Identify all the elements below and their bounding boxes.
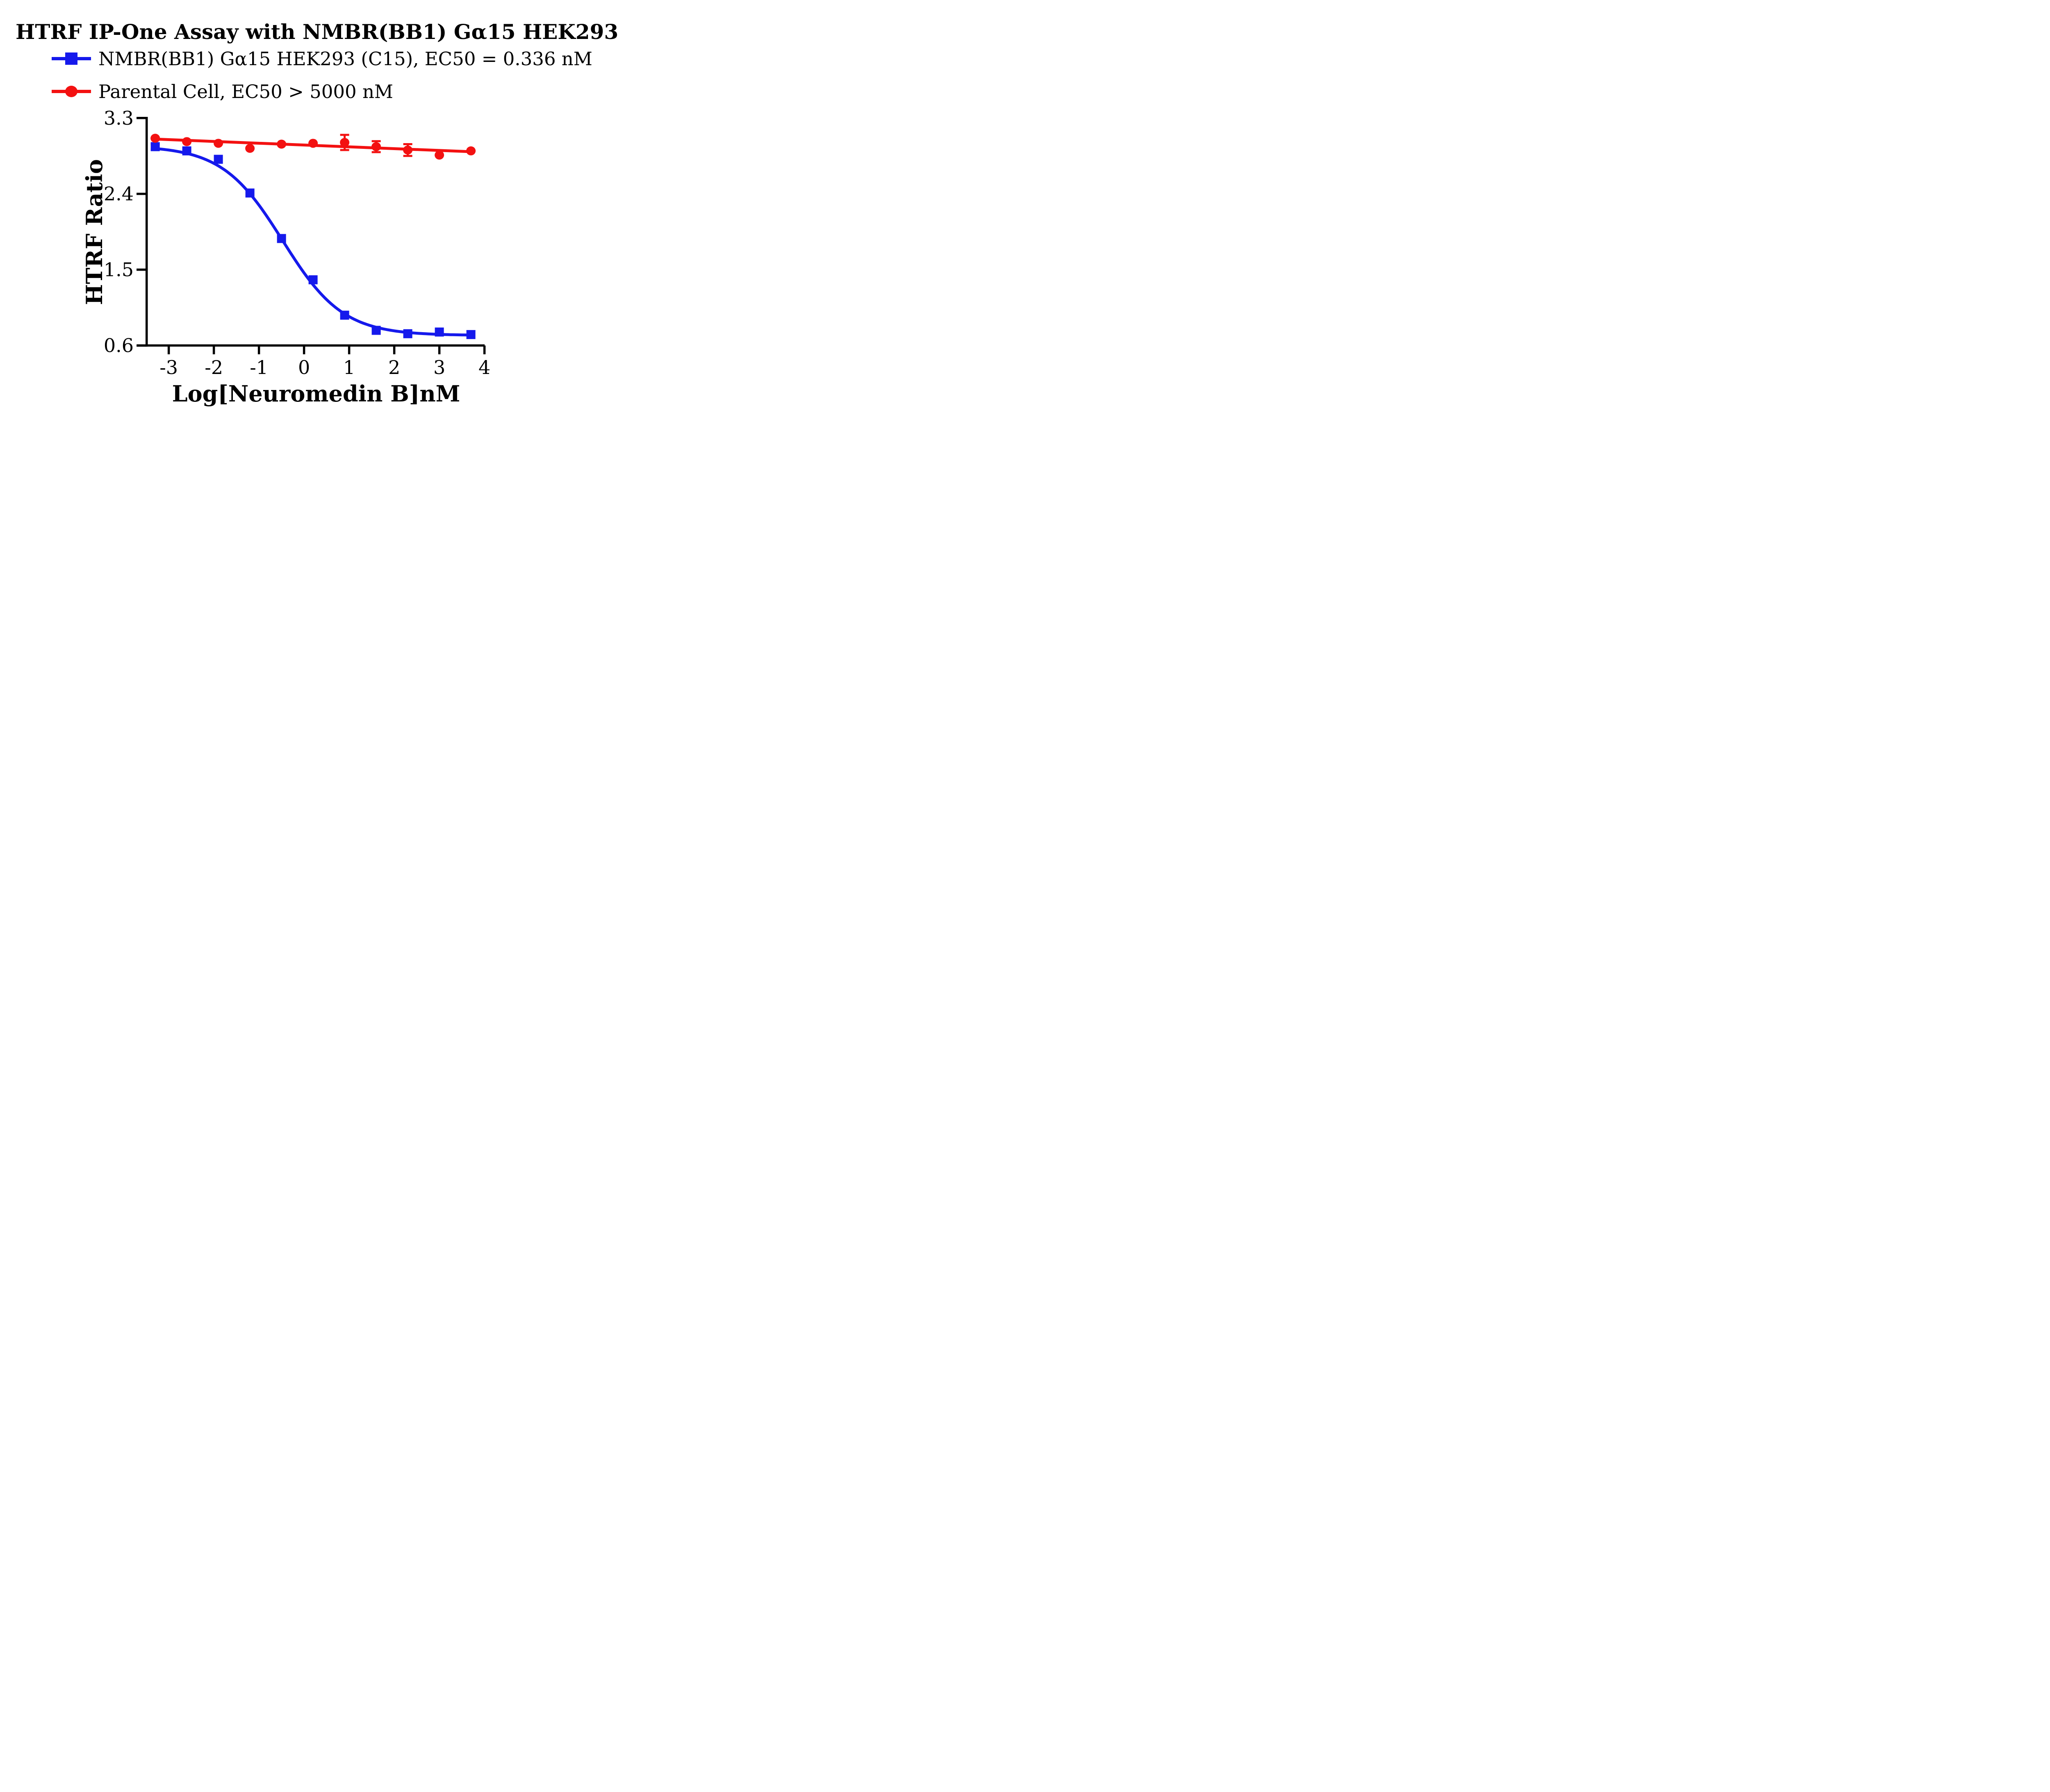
fit-curve-square: [154, 147, 473, 337]
x-axis-label: Log[Neuromedin B]nM: [172, 381, 460, 407]
data-point-circle: [150, 134, 160, 143]
data-point-circle: [435, 150, 444, 160]
data-point-square: [182, 146, 191, 155]
data-point-circle: [245, 144, 255, 153]
y-tick-label: 0.6: [104, 335, 134, 357]
x-tick-label: 1: [343, 356, 355, 378]
data-point-circle: [466, 146, 476, 155]
x-tick-label: 3: [433, 356, 445, 378]
data-point-square: [435, 327, 444, 337]
data-point-square: [245, 188, 255, 198]
legend-item-nmbr: NMBR(BB1) Gα15 HEK293 (C15), EC50 = 0.33…: [51, 48, 592, 70]
plot-area: 3.3 2.4 1.5 0.6 -3 -2 -1 0 1 2 3 4: [104, 107, 490, 378]
data-point-circle: [403, 145, 413, 155]
legend-item-parental: Parental Cell, EC50 > 5000 nM: [51, 80, 394, 103]
data-point-circle: [277, 139, 287, 149]
data-point-circle: [340, 138, 350, 147]
data-point-circle: [182, 137, 192, 146]
data-point-square: [277, 234, 286, 243]
legend-label-parental: Parental Cell, EC50 > 5000 nM: [98, 80, 394, 103]
legend-marker-square-icon: [52, 52, 91, 65]
y-tick-label: 2.4: [104, 183, 134, 205]
data-point-square: [466, 330, 476, 339]
chart-title: HTRF IP-One Assay with NMBR(BB1) Gα15 HE…: [16, 20, 631, 44]
y-tick-label: 1.5: [104, 259, 134, 281]
x-tick-label: 4: [478, 356, 490, 378]
legend-label-nmbr: NMBR(BB1) Gα15 HEK293 (C15), EC50 = 0.33…: [98, 48, 592, 70]
x-tick-label: -3: [159, 356, 178, 378]
chart-figure: HTRF IP-One Assay with NMBR(BB1) Gα15 HE…: [0, 0, 631, 417]
y-tick-label: 3.3: [104, 107, 134, 129]
data-point-square: [340, 310, 349, 320]
x-tick-label: -1: [250, 356, 268, 378]
data-point-circle: [308, 139, 318, 148]
data-point-circle: [371, 142, 381, 151]
data-point-square: [150, 142, 160, 151]
legend-marker-circle-icon: [52, 86, 91, 97]
data-point-square: [371, 326, 381, 335]
x-tick-label: 0: [298, 356, 310, 378]
x-tick-label: -2: [205, 356, 223, 378]
x-tick-label: 2: [388, 356, 400, 378]
data-point-square: [403, 329, 412, 338]
data-point-square: [308, 275, 318, 285]
data-point-square: [214, 155, 223, 164]
data-point-circle: [214, 139, 223, 148]
